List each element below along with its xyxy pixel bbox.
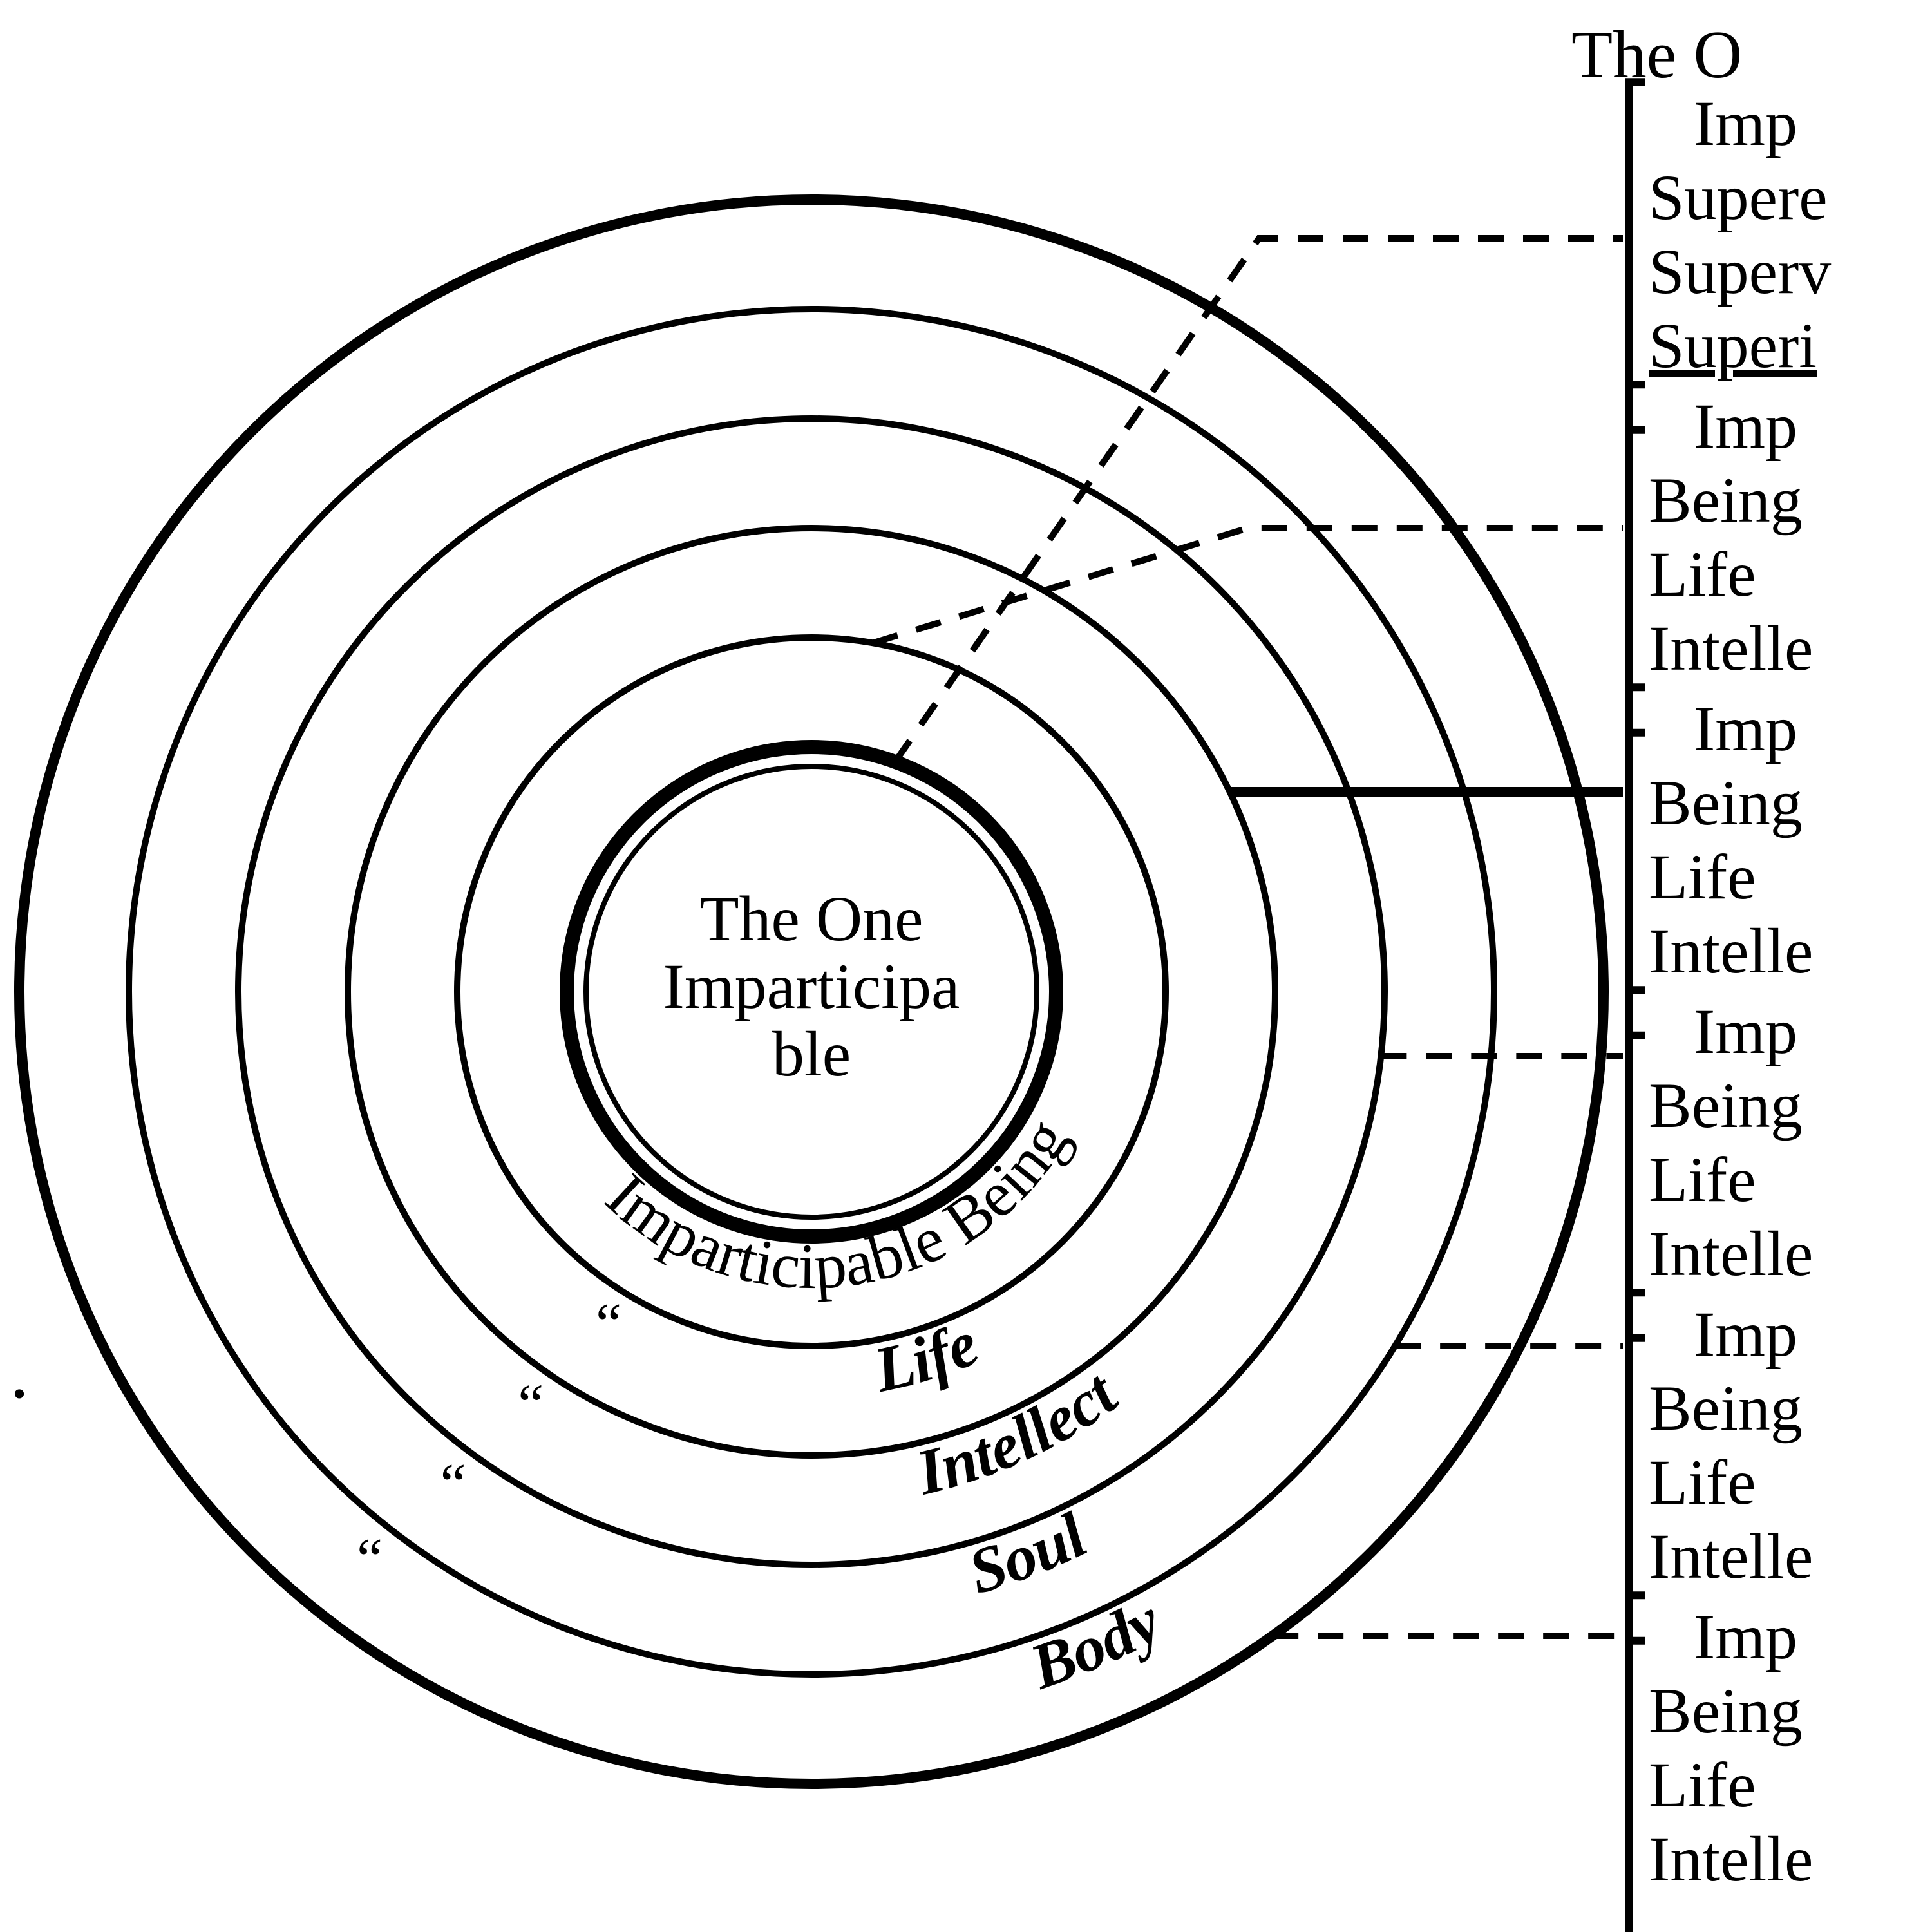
legend-g2-l0: Imp <box>1694 693 1797 764</box>
legend-g2-l2: Life <box>1649 841 1756 913</box>
legend-g5-l0: Imp <box>1694 1601 1797 1672</box>
legend-g5-l3: Intelle <box>1649 1823 1813 1895</box>
legend-g4-l1: Being <box>1649 1372 1803 1444</box>
legend-g5-l2: Life <box>1649 1749 1756 1821</box>
legend-g0-l3: Superi <box>1649 310 1817 381</box>
legend-g2-l3: Intelle <box>1649 915 1813 987</box>
legend-g1-l2: Life <box>1649 538 1756 610</box>
legend-g0-l2: Superv <box>1649 236 1831 307</box>
concentric-diagram: The OneImparticipableImparticipable Bein… <box>0 0 1932 1932</box>
legend-g4-l3: Intelle <box>1649 1520 1813 1592</box>
legend-g5-l1: Being <box>1649 1675 1803 1747</box>
legend-g3-l2: Life <box>1649 1144 1756 1215</box>
legend-g2-l1: Being <box>1649 767 1803 838</box>
ditto-mark-0: “ <box>596 1293 621 1356</box>
legend-g1-l3: Intelle <box>1649 612 1813 684</box>
legend-g3-l1: Being <box>1649 1070 1803 1141</box>
legend-g1-l1: Being <box>1649 464 1803 536</box>
legend-g4-l2: Life <box>1649 1446 1756 1518</box>
ditto-mark-2: “ <box>440 1453 466 1517</box>
legend-g3-l3: Intelle <box>1649 1218 1813 1289</box>
legend-g3-l0: Imp <box>1694 996 1797 1067</box>
ditto-mark-3: “ <box>357 1527 383 1591</box>
legend-g4-l0: Imp <box>1694 1298 1797 1370</box>
legend-g0-l0: Imp <box>1694 88 1797 159</box>
legend-title: The O <box>1571 17 1742 92</box>
legend-g0-l1: Supere <box>1649 162 1828 233</box>
left-margin-fragment: . <box>10 1329 29 1414</box>
legend-g1-l0: Imp <box>1694 390 1797 462</box>
ditto-mark-1: “ <box>518 1373 544 1437</box>
